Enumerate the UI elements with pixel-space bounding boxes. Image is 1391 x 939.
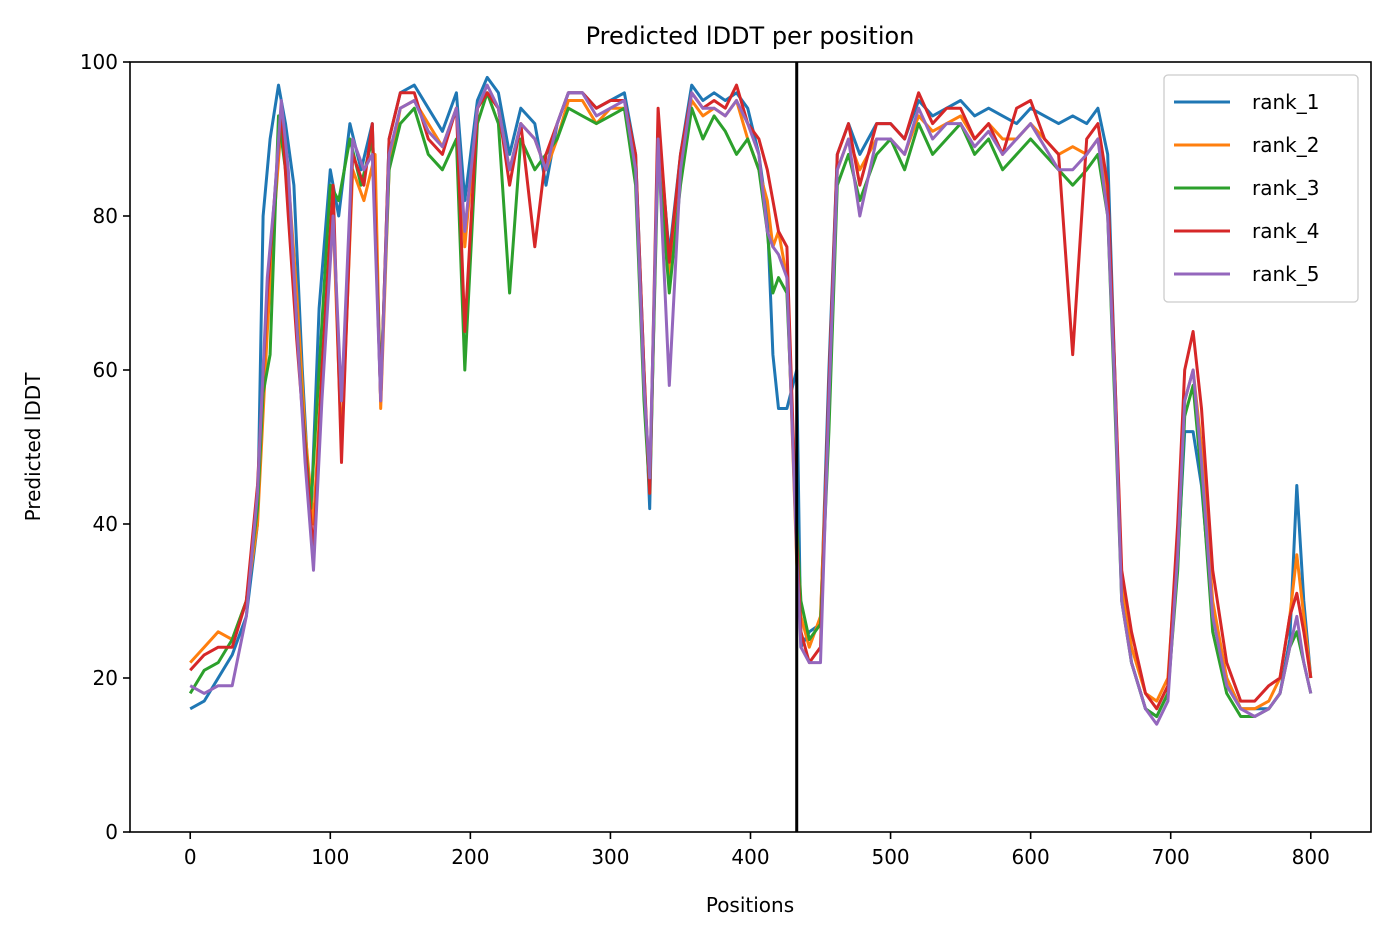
x-tick-label: 400: [731, 845, 769, 869]
series-line-rank_5: [189, 83, 1313, 726]
y-tick-label: 60: [93, 358, 118, 382]
x-tick-label: 600: [1012, 845, 1050, 869]
y-tick-label: 20: [93, 666, 118, 690]
legend-box: [1163, 74, 1359, 303]
x-tick-label: 700: [1152, 845, 1190, 869]
y-tick-label: 40: [93, 512, 118, 536]
series-line-rank_2: [189, 91, 1313, 711]
legend-label-rank_2: rank_2: [1252, 133, 1319, 157]
y-tick-label: 0: [105, 820, 118, 844]
y-tick-label: 80: [93, 204, 118, 228]
legend-label-rank_1: rank_1: [1252, 90, 1319, 114]
legend: rank_1 rank_2 rank_3 rank_4 rank_5: [1163, 74, 1359, 303]
chart-title: Predicted lDDT per position: [586, 22, 915, 50]
x-tick-label: 300: [591, 845, 629, 869]
legend-label-rank_4: rank_4: [1252, 219, 1319, 243]
x-tick-label: 0: [184, 845, 197, 869]
y-tick-label: 100: [80, 50, 118, 74]
y-axis-label: Predicted lDDT: [21, 372, 45, 522]
legend-label-rank_5: rank_5: [1252, 262, 1319, 286]
x-tick-label: 100: [311, 845, 349, 869]
x-tick-label: 800: [1292, 845, 1330, 869]
x-tick-label: 200: [451, 845, 489, 869]
x-axis-label: Positions: [706, 893, 794, 917]
x-tick-label: 500: [871, 845, 909, 869]
plot-area: 0 100 200 300 400 500 600 700 800 0 20 40 60 80 100: [80, 50, 1372, 869]
legend-label-rank_3: rank_3: [1252, 176, 1319, 200]
